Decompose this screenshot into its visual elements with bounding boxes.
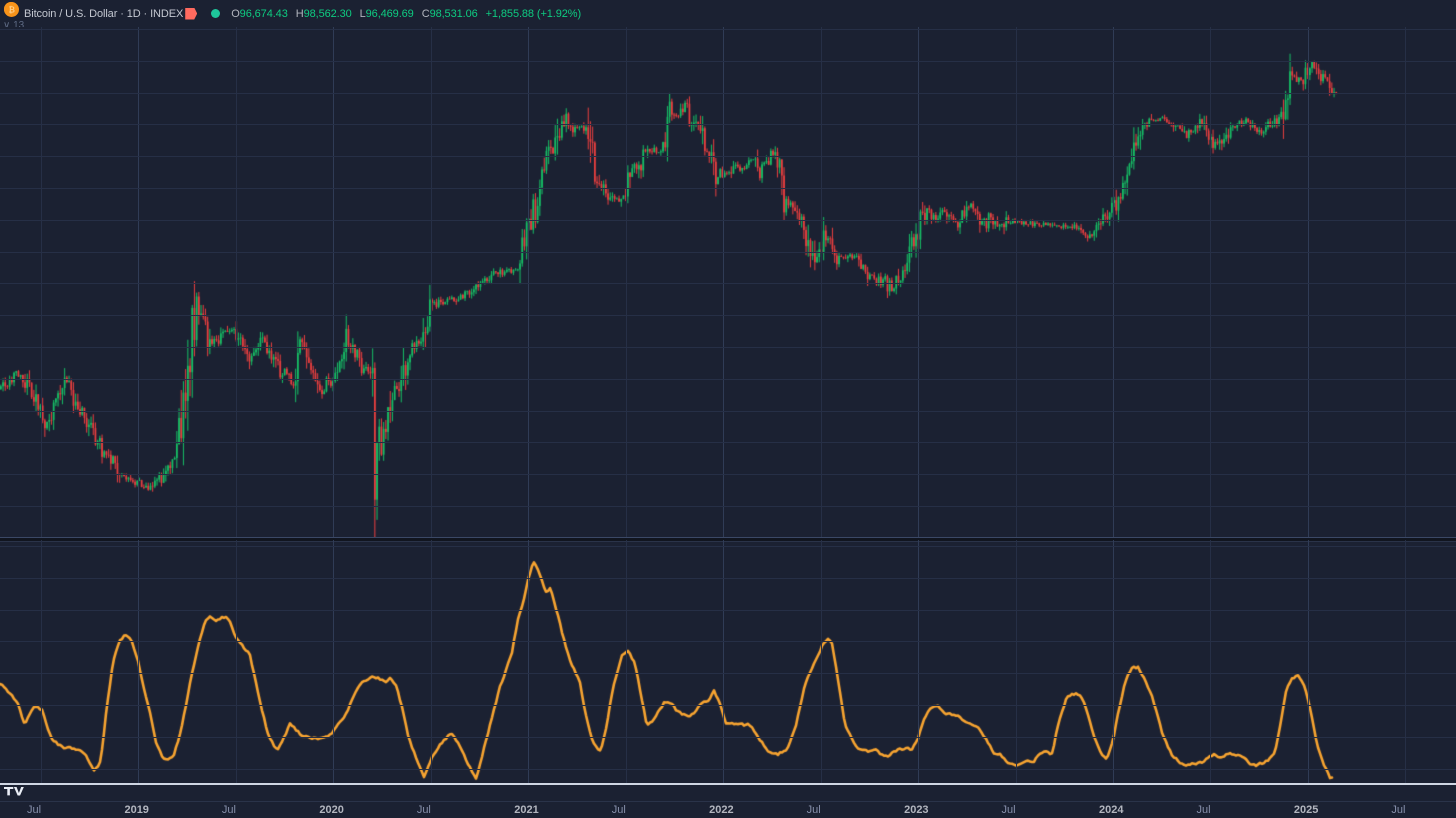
svg-text:₿: ₿ (9, 5, 16, 14)
